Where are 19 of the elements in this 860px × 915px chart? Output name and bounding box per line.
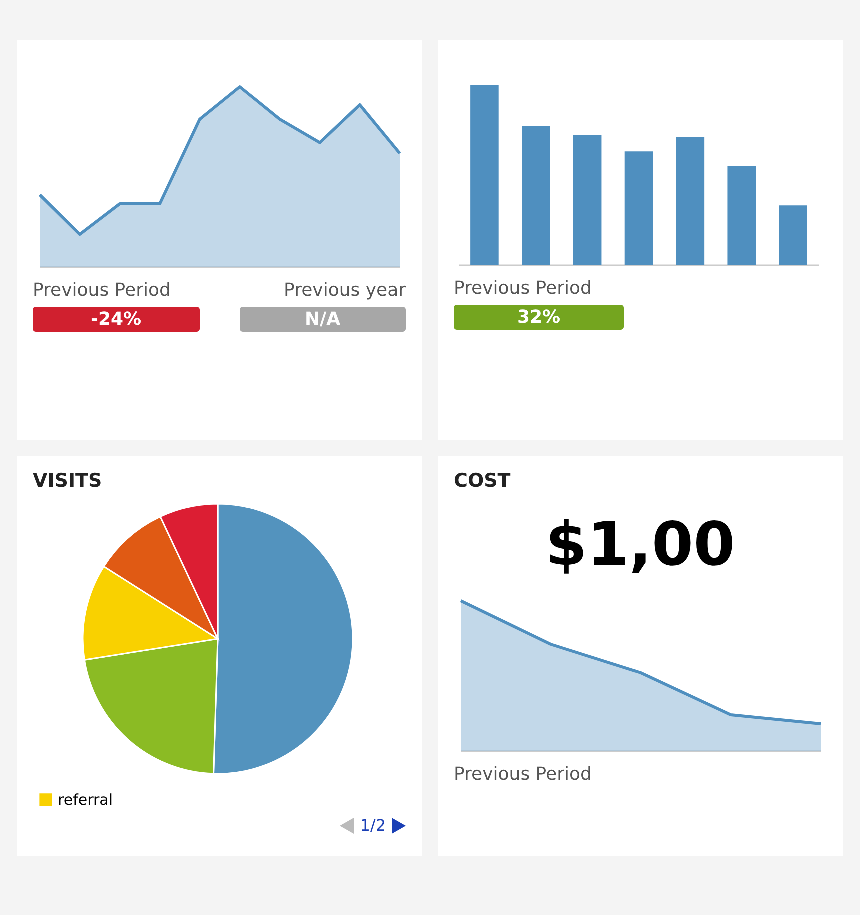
text: $1,00 <box>544 510 736 580</box>
bar <box>624 152 654 265</box>
bar <box>676 137 705 265</box>
bar <box>573 135 602 265</box>
text: Previous Period <box>454 278 593 299</box>
legend-label: referral <box>58 791 114 809</box>
text: 32% <box>454 305 624 330</box>
bar <box>470 85 499 265</box>
text: Previous year <box>283 280 406 301</box>
text: 1/2 <box>360 816 386 835</box>
text: N/A <box>240 307 406 332</box>
text: Previous Period <box>33 280 172 301</box>
text: -24% <box>33 307 200 332</box>
chart-title: VISITS <box>33 470 104 494</box>
bar <box>779 206 808 265</box>
bar <box>522 126 550 265</box>
chart-title: COST <box>454 470 512 494</box>
bar <box>728 166 756 265</box>
text: Previous Period <box>454 764 593 785</box>
